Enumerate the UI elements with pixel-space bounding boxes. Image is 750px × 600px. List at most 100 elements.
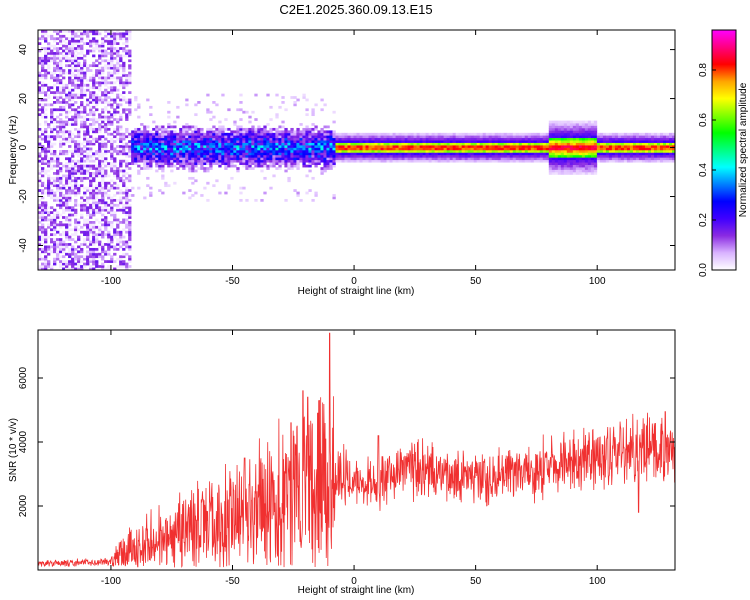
spectrogram-cell bbox=[119, 235, 123, 239]
spectrogram-cell bbox=[74, 262, 78, 266]
spectrogram-cell bbox=[461, 154, 465, 158]
spectrogram-cell bbox=[314, 159, 318, 163]
spectrogram-cell bbox=[185, 152, 189, 156]
spectrogram-cell bbox=[668, 150, 673, 153]
spectrogram-cell bbox=[47, 179, 51, 183]
spectrogram-cell bbox=[233, 164, 237, 168]
spectrogram-cell bbox=[368, 145, 372, 148]
spectrogram-cell bbox=[80, 52, 84, 55]
spectrogram-cell bbox=[458, 145, 462, 148]
spectrogram-cell bbox=[71, 30, 75, 33]
spectrogram-cell bbox=[215, 140, 219, 143]
spectrogram-cell bbox=[125, 230, 129, 234]
spectrogram-cell bbox=[53, 260, 57, 263]
spectrogram-cell bbox=[584, 127, 589, 131]
spectrogram-cell bbox=[626, 132, 631, 136]
spectrogram-cell bbox=[554, 154, 559, 158]
spectrogram-cell bbox=[512, 132, 517, 136]
spectrogram-cell bbox=[596, 159, 601, 163]
spectrogram-cell bbox=[107, 260, 111, 263]
spectrogram-cell bbox=[41, 201, 45, 205]
spectrogram-cell bbox=[428, 147, 432, 151]
spectrogram-cell bbox=[299, 154, 303, 158]
spectrogram-cell bbox=[374, 154, 378, 158]
spectrogram-cell bbox=[227, 150, 231, 153]
spectrogram-cell bbox=[50, 34, 54, 38]
spectrogram-cell bbox=[269, 150, 273, 153]
spectrogram-cell bbox=[446, 135, 450, 139]
spectrogram-cell bbox=[104, 118, 108, 121]
spectrogram-cell bbox=[428, 132, 432, 136]
spectrogram-cell bbox=[392, 142, 396, 146]
spectrogram-cell bbox=[410, 147, 414, 151]
spectrogram-cell bbox=[101, 140, 105, 143]
spectrogram-cell bbox=[125, 115, 129, 119]
spectrogram-cell bbox=[59, 176, 63, 180]
spectrogram-cell bbox=[203, 154, 207, 158]
spectrogram-cell bbox=[239, 154, 243, 158]
spectrogram-cell bbox=[395, 152, 399, 156]
spectrogram-cell bbox=[572, 123, 577, 126]
spectrogram-cell bbox=[92, 127, 96, 131]
spectrogram-cell bbox=[59, 78, 63, 82]
spectrogram-cell bbox=[317, 154, 321, 158]
spectrogram-cell bbox=[107, 208, 111, 212]
spectrogram-cell bbox=[317, 159, 321, 163]
spectrogram-cell bbox=[470, 142, 474, 146]
spectrogram-cell bbox=[122, 243, 126, 246]
spectrogram-cell bbox=[101, 125, 105, 129]
spectrogram-cell bbox=[41, 69, 45, 72]
spectrogram-cell bbox=[89, 247, 93, 251]
spectrogram-cell bbox=[371, 159, 375, 163]
spectrogram-cell bbox=[506, 132, 511, 136]
spectrogram-cell bbox=[71, 61, 75, 65]
spectrogram-cell bbox=[308, 142, 312, 146]
spectrogram-cell bbox=[86, 130, 90, 134]
spectrogram-cell bbox=[41, 235, 45, 239]
spectrogram-cell bbox=[287, 142, 291, 146]
snr-series-line bbox=[38, 332, 675, 568]
spectrogram-cell bbox=[575, 154, 580, 158]
spectrogram-cell bbox=[311, 150, 315, 153]
spectrogram-cell bbox=[212, 130, 216, 134]
spectrogram-cell bbox=[53, 108, 57, 112]
spectrogram-cell bbox=[65, 71, 69, 75]
spectrogram-cell bbox=[662, 140, 667, 143]
x-tick-label: 100 bbox=[589, 276, 606, 287]
spectrogram-cell bbox=[104, 216, 108, 219]
spectrogram-cell bbox=[509, 159, 514, 163]
spectrogram-cell bbox=[587, 135, 592, 139]
spectrogram-cell bbox=[410, 154, 414, 158]
spectrogram-cell bbox=[350, 159, 354, 163]
spectrogram-cell bbox=[419, 150, 423, 153]
spectrogram-cell bbox=[569, 154, 574, 158]
spectrogram-cell bbox=[143, 137, 147, 141]
spectrogram-cell bbox=[584, 162, 589, 165]
spectrogram-cell bbox=[80, 37, 84, 41]
spectrogram-cell bbox=[533, 142, 538, 146]
spectrogram-cell bbox=[122, 252, 126, 256]
spectrogram-cell bbox=[230, 142, 234, 146]
spectrogram-cell bbox=[53, 52, 57, 55]
spectrogram-cell bbox=[191, 157, 195, 161]
spectrogram-cell bbox=[380, 159, 384, 163]
spectrogram-cell bbox=[56, 96, 60, 99]
spectrogram-cell bbox=[128, 108, 132, 112]
spectrogram-cell bbox=[533, 135, 538, 139]
spectrogram-cell bbox=[71, 54, 75, 58]
spectrogram-cell bbox=[527, 140, 532, 143]
spectrogram-cell bbox=[80, 110, 84, 114]
spectrogram-cell bbox=[56, 245, 60, 249]
spectrogram-cell bbox=[611, 135, 616, 139]
spectrogram-cell bbox=[209, 145, 213, 148]
spectrogram-cell bbox=[53, 61, 57, 65]
spectrogram-cell bbox=[176, 142, 180, 146]
spectrogram-cell bbox=[239, 147, 243, 151]
spectrogram-cell bbox=[560, 157, 565, 161]
spectrogram-cell bbox=[101, 196, 105, 200]
spectrogram-cell bbox=[662, 137, 667, 141]
spectrogram-cell bbox=[98, 81, 102, 85]
spectrogram-cell bbox=[65, 223, 69, 227]
spectrogram-cell bbox=[302, 164, 306, 168]
spectrogram-cell bbox=[293, 159, 297, 163]
